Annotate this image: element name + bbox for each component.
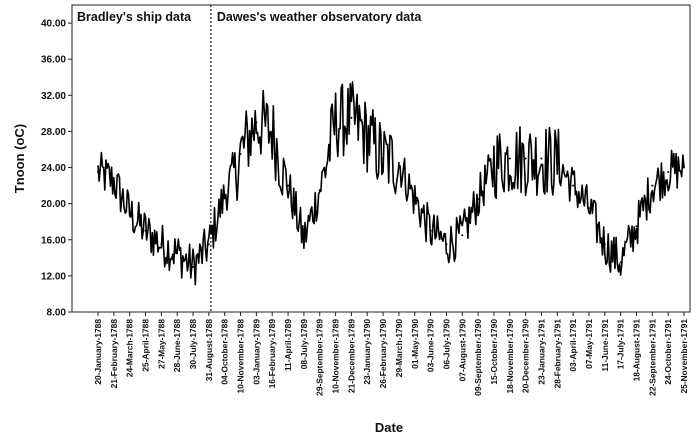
y-tick-label: 28.00 [41,127,66,138]
series-layer [97,81,685,286]
data-point [556,162,559,165]
annotation-bradley: Bradley's ship data [77,10,192,24]
x-axis-title: Date [375,420,403,435]
data-point [97,171,99,174]
data-point [413,198,416,201]
y-tick-label: 8.00 [47,308,67,319]
x-tick-label: 20-January-1788 [93,319,103,385]
data-point [477,198,480,201]
x-tick-label: 17-July-1791 [616,319,626,370]
y-axis-ticks: 8.00 12.00 16.00 20.00 24.00 28.00 32.00 36.00 4… [41,19,72,319]
data-point [508,157,511,160]
x-tick-label: 07-May-1791 [584,319,594,369]
x-tick-label: 11-April-1789 [283,319,293,371]
data-point [239,152,242,155]
x-tick-label: 10-November-1789 [331,319,341,394]
x-tick-label: 27-May-1788 [156,319,166,369]
data-point [144,229,147,232]
data-point [429,229,432,232]
x-tick-label: 08-July-1789 [299,319,309,370]
y-tick-label: 12.00 [41,271,66,282]
y-tick-label: 20.00 [41,199,66,210]
x-tick-label: 26-February-1790 [378,319,388,389]
x-tick-label: 22-September-1791 [647,319,657,396]
x-tick-label: 28-February-1791 [552,319,562,389]
x-tick-label: 20-December-1790 [521,319,531,393]
x-tick-label: 28-June-1788 [172,319,182,372]
annotation-dawes: Dawes's weather observatory data [217,10,422,24]
data-point [255,121,258,124]
x-axis-ticks: 20-January-1788 21-February-1788 24-March-… [93,312,689,396]
x-tick-label: 18-August-1791 [631,319,641,382]
x-tick-label: 16-February-1789 [267,319,277,389]
x-tick-label: 29-September-1789 [315,319,325,396]
x-tick-label: 21-December-1789 [346,319,356,393]
x-tick-label: 18-November-1790 [505,319,515,394]
data-point [128,211,131,214]
x-tick-label: 06-July-1790 [441,319,451,370]
data-point [112,180,115,183]
x-tick-label: 25-November-1791 [679,319,689,394]
y-tick-label: 36.00 [41,55,66,66]
data-point [318,189,321,192]
data-point [667,171,670,174]
x-tick-label: 23-January-1791 [536,319,546,385]
y-tick-label: 16.00 [41,235,66,246]
x-tick-label: 04-October-1788 [220,319,230,385]
x-tick-label: 15-October-1790 [489,319,499,385]
y-axis-title: Tnoon (oC) [12,124,27,193]
data-point [445,243,448,246]
y-tick-label: 24.00 [41,163,66,174]
x-tick-label: 30-July-1788 [188,319,198,370]
data-point [572,184,575,187]
data-point [683,166,685,169]
data-point [651,184,654,187]
data-point [350,116,353,119]
data-point [192,265,195,268]
data-point [160,243,163,246]
data-point [176,252,179,255]
x-tick-label: 09-September-1790 [473,319,483,396]
data-point [334,121,337,124]
x-tick-label: 03-June-1790 [426,319,436,372]
data-point [461,234,464,237]
x-tick-label: 24-March-1788 [125,319,135,378]
x-tick-label: 10-November-1788 [236,319,246,394]
data-point [619,261,622,264]
data-point [223,193,226,196]
data-point [271,130,274,133]
data-point [524,157,527,160]
data-point [366,134,369,137]
x-tick-label: 01-May-1790 [410,319,420,369]
x-tick-label: 07-August-1790 [457,319,467,382]
x-tick-label: 29-March-1790 [394,319,404,378]
y-tick-label: 40.00 [41,19,66,30]
data-point [287,184,290,187]
x-tick-label: 11-June-1791 [600,319,610,372]
data-point [587,207,590,210]
x-tick-label: 03-April-1791 [568,319,578,372]
x-tick-label: 31-August-1788 [204,319,214,382]
temperature-series-line [97,81,685,286]
x-tick-label: 23-January-1790 [362,319,372,385]
data-point [540,157,543,160]
data-point [207,243,210,246]
x-tick-label: 21-February-1788 [109,319,119,389]
data-point [382,157,385,160]
x-tick-label: 25-April-1788 [141,319,151,372]
x-tick-label: 03-January-1789 [251,319,261,385]
x-tick-label: 24-October-1791 [663,319,673,385]
plot-frame [71,4,691,313]
y-tick-label: 32.00 [41,91,66,102]
data-point [635,225,638,228]
data-point [492,162,495,165]
data-point [397,162,400,165]
data-point [603,243,606,246]
data-point [302,238,305,241]
